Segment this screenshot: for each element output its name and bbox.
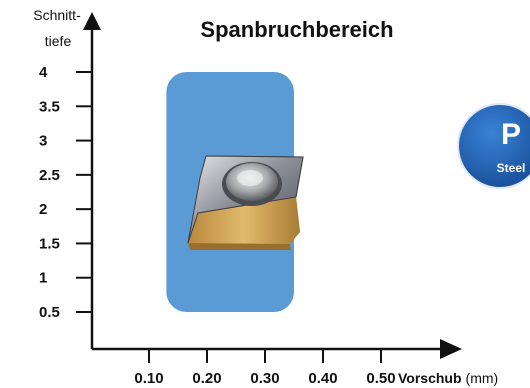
y-tick-group: 0.5 1 1.5 2 2.5 3 3.5 4 [39, 64, 92, 321]
badge-circle [457, 103, 530, 189]
x-tick-label: 0.50 [366, 370, 395, 387]
material-badge: P Steel [457, 103, 530, 189]
badge-letter: P [501, 118, 521, 151]
y-tick-label: 3.5 [39, 98, 60, 115]
y-tick-label: 0.5 [39, 304, 60, 321]
y-axis-label-line1: Schnitt- [33, 7, 81, 23]
x-tick-label: 0.30 [250, 370, 279, 387]
x-tick-label: 0.20 [192, 370, 221, 387]
y-tick-label: 3 [39, 133, 47, 150]
badge-label: Steel [497, 161, 526, 175]
y-tick-label: 1 [39, 270, 47, 287]
y-tick-label: 2 [39, 201, 47, 218]
x-axis-label-name: Vorschub [398, 370, 462, 386]
indexable-insert-icon [187, 155, 304, 250]
x-axis-label: Vorschub (mm) [398, 370, 498, 386]
x-tick-label: 0.40 [308, 370, 337, 387]
x-axis-label-unit: (mm) [466, 370, 499, 386]
y-tick-label: 1.5 [39, 235, 60, 252]
x-tick-label: 0.10 [134, 370, 163, 387]
y-axis-label-line2: tiefe [45, 33, 72, 49]
y-tick-label: 2.5 [39, 167, 60, 184]
y-tick-label: 4 [39, 64, 48, 81]
y-axis-arrow [83, 12, 101, 30]
chart-title: Spanbruchbereich [200, 17, 393, 42]
x-tick-group: 0.10 0.20 0.30 0.40 0.50 [134, 349, 396, 387]
x-axis-arrow [440, 339, 462, 359]
